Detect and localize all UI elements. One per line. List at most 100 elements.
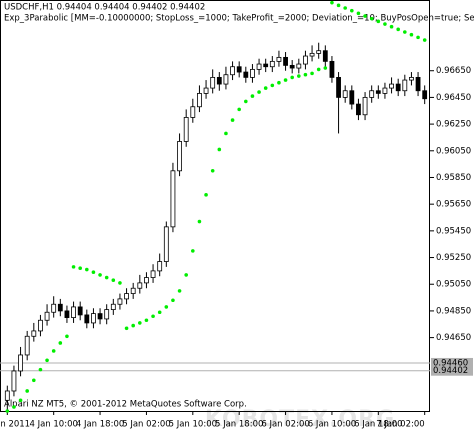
sar-dot (310, 71, 314, 76)
sar-dot (131, 323, 135, 328)
sar-dot (422, 38, 427, 42)
sar-dot (184, 273, 188, 277)
x-tick-label: 6 Jan 02:00 (261, 420, 309, 430)
candle-body (263, 63, 269, 68)
candle-body (144, 277, 149, 284)
y-tick-label: 0.95250 (436, 253, 471, 263)
candle-body (356, 103, 361, 116)
y-tick-label: 0.94650 (436, 333, 471, 343)
sar-dot (383, 22, 387, 26)
sar-dot (32, 378, 36, 383)
price-label-box (431, 357, 473, 368)
x-tick-label: 4 Jan 2011 (0, 420, 30, 430)
price-label-box (431, 365, 473, 376)
candle-body (296, 63, 302, 69)
sar-dot (297, 74, 301, 78)
sar-dot (98, 273, 102, 277)
sar-dot (343, 6, 347, 10)
candle-body (97, 313, 103, 320)
sar-dot (369, 16, 374, 21)
candle-body (329, 60, 335, 78)
y-tick-label: 0.95850 (436, 173, 471, 183)
candle-body (57, 303, 63, 312)
sar-dot (18, 398, 23, 403)
candle-body (375, 90, 381, 94)
sar-dot (416, 35, 420, 40)
sar-dot (5, 409, 10, 413)
candle-body (415, 76, 421, 92)
sar-dot (244, 99, 248, 104)
candle-body (24, 335, 30, 356)
price-label: 0.94402 (433, 366, 468, 376)
candle-body (223, 74, 229, 85)
candle-body (309, 52, 315, 57)
sar-dot (230, 118, 235, 122)
sar-dot (323, 66, 328, 70)
sar-dot (104, 275, 109, 280)
candle-body (11, 370, 17, 392)
sar-dot (124, 326, 129, 331)
candle-body (91, 313, 96, 324)
candle-body (250, 68, 255, 78)
candle-body (236, 66, 242, 73)
x-tick-label: 4 Jan 10:00 (29, 420, 77, 430)
sar-dot (177, 289, 182, 293)
candle-body (51, 303, 57, 313)
candle-body (316, 50, 322, 54)
candle-body (31, 330, 37, 337)
sar-dot (356, 11, 361, 16)
sar-dot (277, 80, 281, 85)
sar-dot (409, 32, 414, 37)
plot-frame (0, 0, 430, 412)
sar-dot (363, 14, 367, 18)
candle-body (369, 90, 375, 98)
sar-dot (303, 72, 308, 77)
candle-body (157, 261, 163, 272)
sar-dot (330, 0, 334, 5)
candle-body (322, 50, 328, 62)
candle-body (197, 93, 202, 108)
sar-dot (12, 405, 16, 409)
candle-body (395, 83, 401, 92)
candle-body (104, 309, 110, 320)
sar-dot (45, 358, 49, 363)
sar-dot (270, 83, 275, 88)
sar-dot (257, 90, 261, 94)
candle-body (190, 106, 196, 118)
candle-body (117, 298, 123, 305)
sar-dot (118, 281, 122, 285)
sar-dot (191, 249, 195, 253)
candle-body (243, 71, 249, 78)
y-tick-label: 0.96450 (436, 93, 471, 103)
candle-body (71, 306, 76, 318)
candle-body (283, 56, 288, 66)
sar-dot (138, 321, 142, 325)
x-tick-label: 5 Jan 02:00 (122, 420, 170, 430)
x-tick-label: 5 Jan 10:00 (169, 420, 217, 430)
chart-subtitle: Exp_3Parabolic [MM=-0.10000000; StopLoss… (4, 14, 474, 24)
x-tick-label: 6 Jan 18:00 (354, 420, 402, 430)
candle-body (342, 90, 348, 98)
candle-body (203, 87, 209, 94)
sar-dot (171, 298, 175, 303)
candle-body (382, 87, 388, 94)
y-tick-label: 0.95650 (436, 200, 471, 210)
candle-body (137, 282, 143, 289)
candle-body (276, 56, 282, 62)
sar-dot (389, 24, 394, 29)
sar-dot (85, 267, 89, 272)
sar-dot (51, 349, 56, 353)
sar-dot (263, 86, 268, 90)
watermark: KOBOTEX.ORG (205, 407, 395, 432)
sar-dot (396, 27, 400, 32)
sar-dot (283, 78, 288, 82)
candle-body (336, 76, 341, 98)
candle-body (130, 287, 136, 294)
sar-dot (350, 8, 354, 13)
price-label: 0.94460 (433, 358, 468, 368)
sar-dot (197, 219, 202, 224)
candle-body (177, 141, 182, 172)
candle-body (269, 60, 275, 68)
candle-body (289, 64, 295, 69)
